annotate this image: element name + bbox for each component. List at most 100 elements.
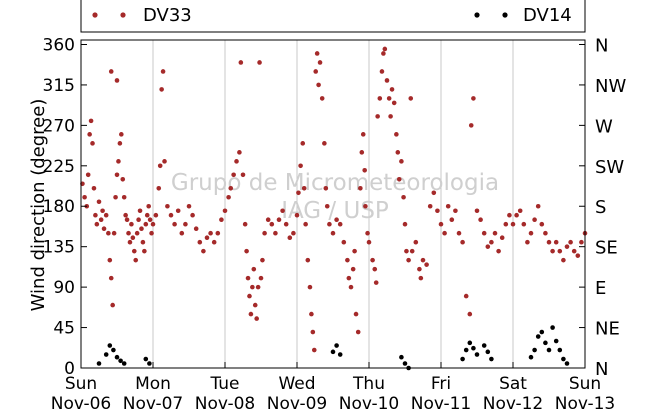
legend-label-dv14: DV14 bbox=[523, 5, 572, 26]
point-dv33 bbox=[384, 78, 390, 83]
y2-tick-label: SW bbox=[595, 157, 624, 178]
point-dv33 bbox=[123, 212, 128, 218]
point-dv33 bbox=[575, 253, 581, 258]
point-dv14 bbox=[561, 356, 566, 362]
point-dv14 bbox=[111, 347, 116, 353]
point-dv33 bbox=[303, 221, 308, 227]
point-dv33 bbox=[287, 235, 293, 240]
point-dv33 bbox=[478, 217, 483, 223]
point-dv14 bbox=[463, 347, 469, 353]
point-dv14 bbox=[471, 345, 476, 351]
point-dv33 bbox=[353, 311, 359, 317]
y2-tick-label: SE bbox=[595, 238, 618, 259]
point-dv33 bbox=[358, 185, 363, 191]
point-dv14 bbox=[489, 356, 494, 362]
point-dv33 bbox=[231, 172, 236, 178]
x-tick-day: Tue bbox=[209, 374, 239, 394]
point-dv33 bbox=[146, 203, 151, 209]
point-dv33 bbox=[103, 212, 109, 218]
data-points bbox=[80, 46, 588, 371]
point-dv33 bbox=[438, 221, 444, 227]
point-dv33 bbox=[108, 275, 114, 281]
point-dv33 bbox=[280, 208, 285, 214]
legend-marker-dv33 bbox=[92, 12, 98, 18]
point-dv33 bbox=[156, 185, 162, 191]
point-dv33 bbox=[334, 217, 339, 223]
x-axis: SunNov-06MonNov-07TueNov-08WedNov-09ThuN… bbox=[51, 362, 615, 409]
point-dv33 bbox=[211, 239, 217, 245]
point-dv33 bbox=[111, 230, 117, 236]
point-dv33 bbox=[183, 221, 188, 227]
point-dv33 bbox=[408, 96, 414, 101]
y-tick-label: 0 bbox=[64, 359, 75, 379]
point-dv33 bbox=[106, 230, 111, 236]
point-dv14 bbox=[535, 334, 541, 339]
point-dv33 bbox=[366, 239, 372, 245]
point-dv33 bbox=[298, 163, 303, 169]
point-dv33 bbox=[379, 69, 385, 74]
point-dv33 bbox=[375, 114, 380, 119]
point-dv14 bbox=[485, 349, 491, 355]
point-dv33 bbox=[252, 302, 258, 308]
point-dv33 bbox=[250, 284, 255, 290]
vertical-grid bbox=[152, 40, 514, 368]
y-axis-right: N NE E SE S SW W NW N bbox=[579, 35, 626, 380]
point-dv33 bbox=[362, 168, 367, 173]
point-dv33 bbox=[186, 203, 192, 209]
point-dv33 bbox=[406, 257, 411, 263]
point-dv33 bbox=[240, 172, 246, 178]
point-dv33 bbox=[257, 60, 262, 65]
y-tick-label: 135 bbox=[43, 238, 75, 258]
point-dv14 bbox=[528, 354, 534, 360]
point-dv33 bbox=[305, 257, 311, 263]
point-dv33 bbox=[172, 221, 177, 227]
point-dv33 bbox=[413, 239, 419, 245]
y-tick-label: 90 bbox=[53, 278, 75, 298]
point-dv33 bbox=[93, 212, 98, 218]
point-dv14 bbox=[467, 340, 473, 346]
point-dv33 bbox=[283, 221, 289, 227]
point-dv33 bbox=[101, 226, 107, 232]
point-dv33 bbox=[442, 230, 447, 236]
point-dv33 bbox=[291, 230, 296, 236]
point-dv33 bbox=[90, 141, 95, 146]
point-dv33 bbox=[346, 275, 352, 281]
point-dv33 bbox=[136, 217, 141, 223]
point-dv33 bbox=[204, 235, 210, 240]
point-dv33 bbox=[313, 69, 319, 74]
point-dv33 bbox=[492, 230, 498, 236]
point-dv33 bbox=[254, 316, 259, 321]
point-dv33 bbox=[159, 87, 164, 92]
point-dv33 bbox=[160, 69, 166, 74]
x-tick-day: Sun bbox=[569, 374, 601, 394]
point-dv33 bbox=[561, 257, 566, 263]
plot-frame bbox=[80, 39, 586, 369]
y2-tick-label: S bbox=[595, 197, 606, 218]
point-dv33 bbox=[222, 208, 228, 214]
point-dv33 bbox=[300, 141, 306, 146]
point-dv14 bbox=[546, 347, 552, 353]
point-dv33 bbox=[468, 123, 474, 128]
point-dv33 bbox=[113, 194, 118, 200]
point-dv33 bbox=[131, 248, 137, 254]
point-dv33 bbox=[142, 248, 147, 254]
point-dv33 bbox=[319, 96, 325, 101]
point-dv33 bbox=[276, 217, 282, 223]
x-tick-day: Thu bbox=[352, 374, 385, 394]
point-dv33 bbox=[535, 203, 541, 209]
x-tick-day: Mon bbox=[135, 374, 171, 394]
point-dv33 bbox=[175, 208, 181, 214]
point-dv33 bbox=[310, 329, 316, 335]
point-dv14 bbox=[532, 347, 537, 353]
y-axis-left: 0 45 90 135 180 225 270 315 360 bbox=[43, 35, 87, 379]
watermark-text: Grupo de Micrometeorologia bbox=[171, 170, 499, 196]
point-dv33 bbox=[168, 212, 174, 218]
x-tick-date: Nov-12 bbox=[483, 394, 544, 409]
point-dv14 bbox=[114, 354, 120, 360]
point-dv33 bbox=[395, 150, 401, 155]
point-dv33 bbox=[100, 208, 105, 214]
point-dv14 bbox=[474, 352, 480, 357]
point-dv33 bbox=[499, 235, 505, 240]
x-tick-day: Sun bbox=[65, 374, 97, 394]
